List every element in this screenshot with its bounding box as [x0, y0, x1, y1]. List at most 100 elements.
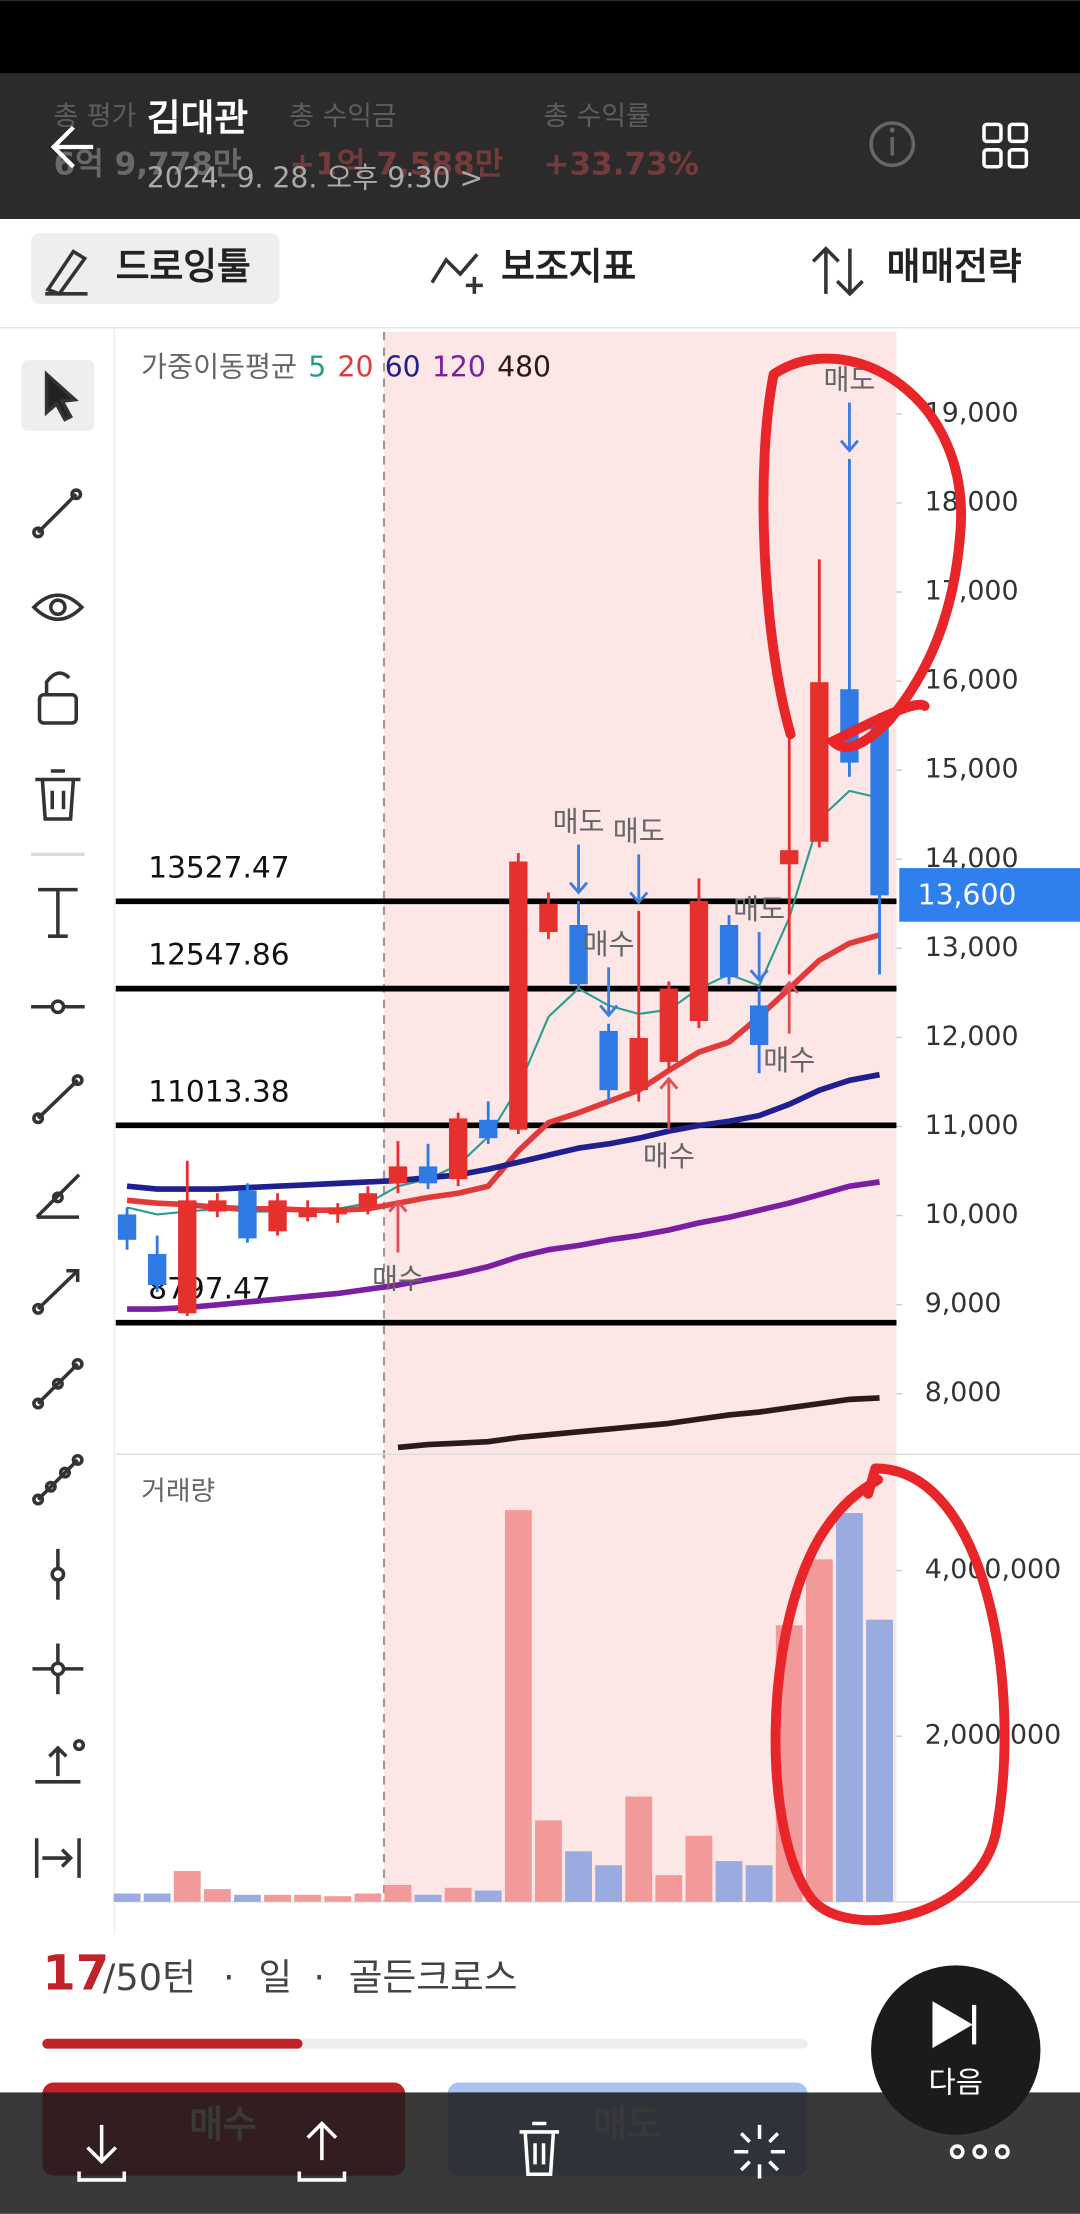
turn-current: 17 [42, 1946, 109, 2002]
y-tick-label: 13,000 [925, 932, 1019, 963]
candle-body [238, 1190, 257, 1239]
y-tick-label: 15,000 [925, 754, 1019, 785]
volume-bar [444, 1887, 472, 1902]
sidebar [21, 360, 95, 1878]
candle-body [539, 903, 558, 933]
volume-bar [745, 1865, 773, 1902]
annotation-arrow [839, 402, 859, 453]
volume-bar [836, 1513, 863, 1902]
subtitle[interactable]: 2024. 9. 28. 오후 9:30 > [147, 161, 483, 194]
summary-value: +1억 7,588만 [289, 146, 503, 182]
volume-bar [234, 1894, 261, 1902]
annotation-label: 매수 [763, 1044, 815, 1077]
candle-body [659, 988, 679, 1062]
y-tick-label: 8,000 [925, 1377, 1002, 1408]
ma-line [127, 1179, 880, 1312]
volume-bar [354, 1893, 382, 1902]
y-tick-label: 12,000 [925, 1021, 1019, 1052]
next-button[interactable] [871, 1965, 1041, 2135]
volume-bar [324, 1896, 352, 1902]
annotation-label: 매도 [613, 815, 665, 848]
nav-icons[interactable] [77, 2120, 1010, 2182]
summary-label: 총 수익금 [289, 101, 396, 132]
annotation-label: 매수 [643, 1140, 695, 1173]
header [0, 73, 1080, 220]
candle-body [569, 925, 588, 985]
legend: 가중이동평균 5 20 60 120 480 [141, 351, 551, 384]
candle-body [599, 1030, 618, 1091]
grid-button[interactable] [982, 122, 1029, 169]
current-price-box [899, 868, 1080, 922]
volume-bar [173, 1870, 201, 1902]
annotation-arrow [568, 844, 589, 895]
title: 김대관 [147, 97, 248, 140]
annotation-arrow [749, 932, 769, 983]
candle-body [749, 1005, 769, 1045]
candle-body [479, 1119, 498, 1139]
annotation-arrow [388, 1199, 408, 1253]
volume-bar [504, 1510, 532, 1902]
candle-body [870, 723, 889, 896]
legend-entry: 60 [385, 351, 421, 384]
tool-tab[interactable]: 보조지표 [501, 245, 636, 288]
level-label: 11013.38 [148, 1073, 289, 1108]
candle-body [418, 1166, 438, 1184]
summary-value: 6억 9,778만 [54, 146, 242, 182]
indicator-icon [430, 253, 483, 294]
volume-bar [625, 1796, 653, 1902]
volume-bar [595, 1865, 623, 1902]
volume-bar [203, 1889, 231, 1902]
candle-body [810, 682, 829, 842]
footer: 17 /50턴 · 일 · 골든크로스 매수 매도 다음 [0, 1946, 1080, 2214]
current-price-label: 13,600 [918, 878, 1017, 911]
volume-bar [294, 1894, 322, 1902]
chart: 8,0009,00010,00011,00012,00013,00014,000… [113, 331, 1080, 1903]
period: 일 [258, 1956, 292, 1999]
separator: · [223, 1956, 235, 1999]
annotation-label: 매수 [372, 1263, 424, 1296]
annotation-label: 매도 [733, 893, 785, 926]
candle-body [328, 1207, 347, 1215]
ma-line [397, 1395, 880, 1451]
tool-tab-selected[interactable] [31, 233, 280, 304]
info-button[interactable] [869, 121, 916, 168]
level-label: 12547.86 [148, 937, 289, 972]
back-button[interactable] [50, 125, 94, 169]
tool-tab[interactable]: 매매전략 [887, 245, 1022, 288]
annotation-label: 매도 [553, 805, 605, 838]
volume-bar [143, 1893, 171, 1902]
level-label: 13527.47 [148, 849, 289, 884]
volume-bar [565, 1851, 592, 1902]
volume-bar [866, 1619, 893, 1902]
volume-bar [414, 1894, 442, 1902]
y-tick-label: 10,000 [925, 1199, 1019, 1230]
volume-bar [384, 1885, 412, 1902]
legend-entry: 20 [338, 351, 374, 384]
hand-drawn-circle [758, 353, 967, 752]
candle-body [358, 1193, 378, 1208]
status-bar [0, 0, 1080, 74]
y-tick-label: 11,000 [925, 1110, 1019, 1141]
ma-line [126, 1071, 881, 1192]
y-tick-label: 18,000 [925, 486, 1019, 517]
volume-bar [685, 1835, 713, 1902]
draw-icon [45, 249, 88, 296]
candle-body [298, 1207, 317, 1218]
y-tick-label: 16,000 [925, 665, 1019, 696]
candle-body [629, 1037, 648, 1091]
summary-label: 총 평가 [54, 101, 137, 132]
summary-value: +33.73% [544, 146, 699, 182]
annotation-arrow [629, 854, 649, 905]
hand-drawn-circle [770, 1463, 1010, 1926]
legend-entry: 480 [497, 351, 551, 384]
scenario: 골든크로스 [349, 1956, 518, 1999]
turn-total: /50턴 [103, 1956, 196, 1999]
candle-body [388, 1166, 408, 1184]
summary-label: 총 수익률 [544, 101, 651, 132]
candle-body [268, 1200, 287, 1232]
annotation-arrow [779, 980, 799, 1034]
tool-tab[interactable]: 드로잉툴 [116, 245, 251, 288]
legend-entry: 120 [432, 351, 486, 384]
volume-bar [655, 1875, 683, 1902]
